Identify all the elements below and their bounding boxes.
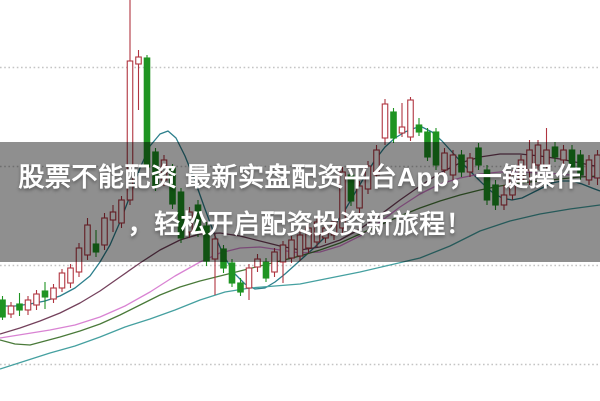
candle-up (560, 145, 567, 165)
candle-up (254, 254, 261, 272)
candle-up (500, 185, 508, 210)
candle-up (305, 224, 312, 253)
candle-up (288, 236, 295, 263)
candle-up (373, 145, 380, 181)
candle-up (84, 218, 91, 260)
candle-up (313, 218, 321, 247)
ma-slow-teal (0, 204, 600, 370)
candle-up (75, 243, 83, 277)
candle-up (50, 284, 57, 303)
candle-up (126, 0, 134, 205)
candle-up (526, 140, 533, 185)
candle-up (296, 230, 304, 261)
candle-up (135, 50, 142, 110)
candle-up (58, 269, 66, 292)
candle-up (543, 128, 550, 170)
candle-up (585, 155, 593, 185)
candle-down (228, 259, 236, 287)
candle-down (432, 128, 440, 170)
candle-up (245, 264, 253, 300)
candle-down (390, 108, 397, 143)
candle-down (194, 200, 202, 237)
candle-up (594, 150, 600, 185)
candle-down (92, 230, 100, 257)
candle-up (534, 140, 542, 170)
candle-up (356, 181, 363, 213)
candle-up (330, 217, 338, 240)
candle-up (24, 296, 32, 315)
candle-down (41, 282, 49, 309)
candle-up (109, 205, 117, 232)
candle-up (271, 248, 278, 277)
candle-up (339, 167, 346, 233)
candle-down (347, 171, 355, 206)
candle-up (407, 97, 414, 141)
candle-down (16, 293, 23, 316)
candle-down (424, 128, 431, 161)
candle-up (517, 155, 525, 185)
candle-up (449, 150, 457, 180)
candle-down (0, 296, 6, 320)
candle-up (322, 223, 329, 243)
candle-up (466, 153, 474, 177)
promo-text-line-1: 股票不能配资 最新实盘配资平台App，一键操作 (18, 162, 582, 192)
candle-up (160, 155, 168, 186)
candle-up (381, 99, 389, 145)
candle-down (458, 150, 465, 177)
candle-down (568, 145, 576, 175)
candle-up (398, 103, 406, 137)
candle-down (492, 180, 499, 210)
candle-up (186, 207, 193, 238)
candle-up (7, 302, 15, 318)
candle-down (143, 55, 151, 172)
candle-down (262, 258, 270, 282)
candle-up (33, 290, 40, 310)
candle-down (475, 143, 482, 170)
candle-down (220, 245, 227, 273)
candle-down (577, 150, 584, 180)
candle-down (177, 188, 185, 243)
candle-down (415, 118, 423, 136)
candle-up (509, 170, 516, 200)
candle-down (169, 164, 176, 209)
candle-down (237, 278, 244, 296)
candle-down (152, 148, 159, 191)
candle-down (203, 222, 210, 266)
promo-overlay-banner[interactable]: 股票不能配资 最新实盘配资平台App，一键操作 ，轻松开启配资投资新旅程！ (0, 142, 600, 262)
candle-up (364, 161, 372, 194)
promo-text-line-2: ，轻松开启配资投资新旅程！ (127, 209, 473, 239)
candle-up (67, 264, 74, 288)
candle-up (101, 213, 108, 250)
candle-up (211, 234, 219, 295)
candle-up (441, 148, 448, 175)
candle-up (118, 196, 125, 228)
candle-up (279, 241, 287, 283)
candle-down (483, 165, 491, 205)
ma-pink (0, 171, 600, 339)
candle-down (551, 142, 559, 162)
